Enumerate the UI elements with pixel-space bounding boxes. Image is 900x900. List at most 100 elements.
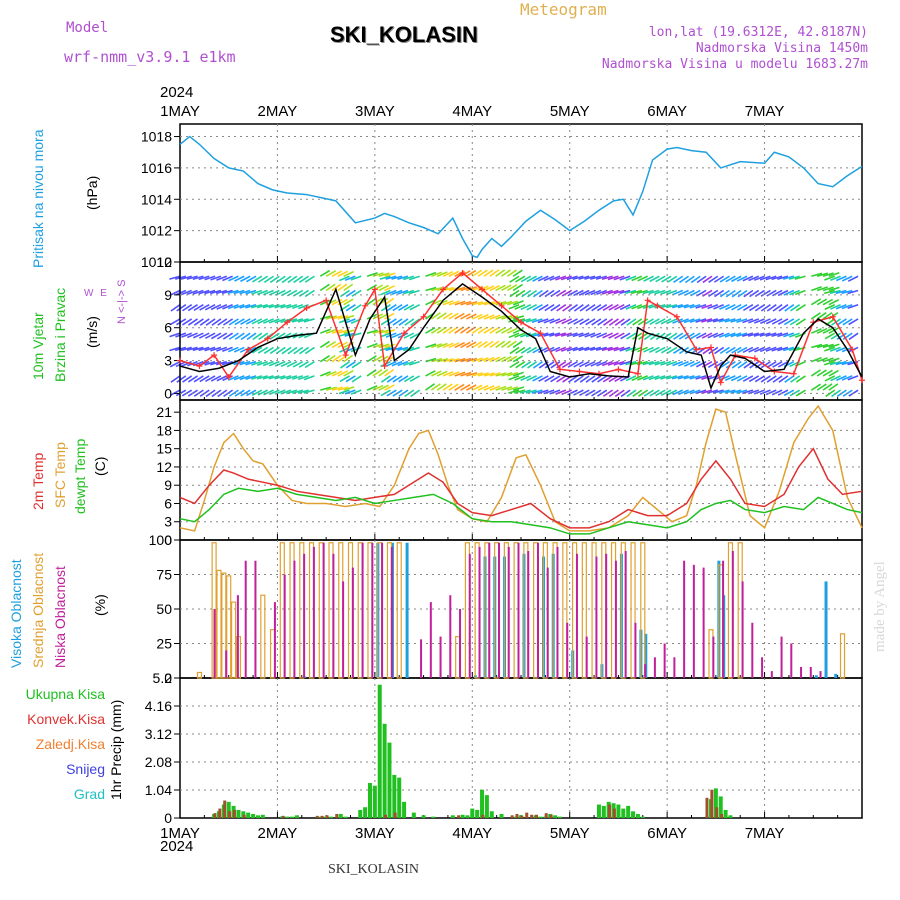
cloud-bar-low bbox=[342, 581, 345, 678]
wind-barb bbox=[245, 375, 257, 381]
precip-bar-conv bbox=[544, 813, 548, 818]
cloud-bar-low bbox=[605, 553, 608, 678]
x-tick-label-top: 1MAY bbox=[160, 103, 200, 120]
precip-bar-total bbox=[251, 813, 256, 818]
wind-barb bbox=[512, 315, 525, 320]
wind-barb bbox=[299, 346, 310, 355]
wind-barb bbox=[372, 297, 383, 306]
wind-barb bbox=[847, 275, 859, 282]
cloud-bar-low bbox=[322, 542, 325, 678]
wind-barb bbox=[701, 318, 713, 323]
wind-barb bbox=[204, 275, 216, 281]
wind-barb bbox=[339, 275, 350, 282]
wind-barb bbox=[543, 275, 555, 282]
wind-gust-line-point bbox=[654, 302, 661, 309]
wind-barb bbox=[234, 332, 245, 341]
cloud-bar-low bbox=[624, 551, 627, 678]
wind-barb bbox=[216, 275, 228, 281]
wind-barb bbox=[607, 360, 619, 366]
wind-barb bbox=[555, 389, 567, 395]
precip-bar-total bbox=[338, 813, 343, 818]
wind-barb bbox=[573, 318, 584, 325]
wind-barb bbox=[408, 360, 420, 366]
precip-bar-total bbox=[718, 796, 723, 818]
wind-barb bbox=[471, 384, 483, 391]
lonlat-text: lon,lat (19.6312E, 42.8187N) bbox=[648, 25, 868, 40]
precip-bar-total bbox=[460, 814, 465, 818]
precip-bar-total bbox=[255, 815, 260, 818]
wind-barb bbox=[810, 383, 822, 391]
wind-barb bbox=[835, 275, 847, 282]
wind-barb bbox=[649, 275, 660, 283]
wind-barb bbox=[281, 275, 292, 284]
wind-barb bbox=[637, 303, 648, 310]
wind-barb bbox=[601, 275, 613, 281]
cloud-bar-high bbox=[814, 675, 818, 678]
wind-barb bbox=[245, 318, 257, 325]
cloud-bar-high bbox=[644, 633, 648, 678]
wind-barb bbox=[730, 389, 742, 394]
wind-barb bbox=[795, 375, 806, 383]
wind-barb bbox=[507, 386, 519, 391]
wind-barb bbox=[520, 275, 532, 283]
wind-barb bbox=[608, 318, 619, 326]
wind-barb bbox=[262, 360, 274, 367]
wind-barb bbox=[532, 289, 543, 298]
wind-barb bbox=[425, 327, 436, 334]
wind-barb bbox=[520, 346, 532, 354]
wind-barb bbox=[731, 361, 742, 369]
wind-barb bbox=[425, 271, 437, 277]
wind-barb bbox=[345, 289, 356, 298]
wind-barb bbox=[584, 332, 596, 338]
wind-barb bbox=[601, 360, 613, 367]
wind-barb bbox=[489, 340, 500, 349]
wind-barb bbox=[408, 289, 420, 295]
wind-barb bbox=[442, 342, 454, 349]
wind-barb bbox=[501, 300, 513, 306]
wind-barb bbox=[325, 370, 337, 377]
wind-barb bbox=[519, 318, 531, 323]
cloud-bar-low bbox=[332, 553, 335, 678]
wind-barb bbox=[811, 286, 822, 292]
wind-barb bbox=[822, 327, 834, 334]
model-label: Model bbox=[66, 20, 109, 36]
cloud-bar-low bbox=[702, 567, 705, 678]
wind-barb bbox=[378, 368, 389, 377]
wind-barb bbox=[602, 389, 614, 397]
y-tick-label: 3 bbox=[164, 353, 172, 369]
wind-barb bbox=[783, 389, 795, 397]
cloud-bar-low bbox=[751, 622, 754, 678]
wind-barb bbox=[337, 314, 349, 320]
wind-barb bbox=[251, 289, 263, 295]
wind-barb bbox=[251, 360, 263, 366]
wind-barb bbox=[477, 384, 489, 391]
precip-bar-total bbox=[343, 816, 348, 818]
cloud-bar-mid bbox=[839, 633, 846, 679]
cloud-bar-low bbox=[312, 546, 315, 678]
wind-barb bbox=[338, 389, 350, 395]
wind-barb bbox=[506, 340, 517, 349]
wind-barb bbox=[614, 332, 625, 340]
x-tick-label-top: 6MAY bbox=[647, 103, 687, 120]
wind-barb bbox=[372, 369, 383, 377]
wind-barb bbox=[684, 332, 695, 340]
wind-barb bbox=[460, 341, 471, 349]
wind-barb bbox=[619, 303, 631, 311]
wind-barb bbox=[684, 275, 695, 284]
wind-barb bbox=[788, 275, 800, 280]
wind-barb bbox=[631, 375, 643, 382]
wind-barb bbox=[181, 332, 192, 338]
wind-barb bbox=[754, 346, 765, 353]
wind-barb bbox=[584, 360, 596, 368]
wind-barb bbox=[521, 289, 532, 298]
wind-barb bbox=[239, 289, 251, 295]
wind-barb bbox=[269, 275, 280, 284]
wind-barb bbox=[210, 275, 222, 281]
wind-barb bbox=[344, 389, 356, 395]
wind-gust-line-point bbox=[196, 363, 203, 370]
wind-gust-line-point bbox=[673, 313, 680, 320]
wind-barb bbox=[823, 360, 835, 366]
wind-barb bbox=[436, 312, 447, 320]
wind-barb bbox=[847, 375, 859, 381]
wind-barb bbox=[579, 360, 590, 368]
